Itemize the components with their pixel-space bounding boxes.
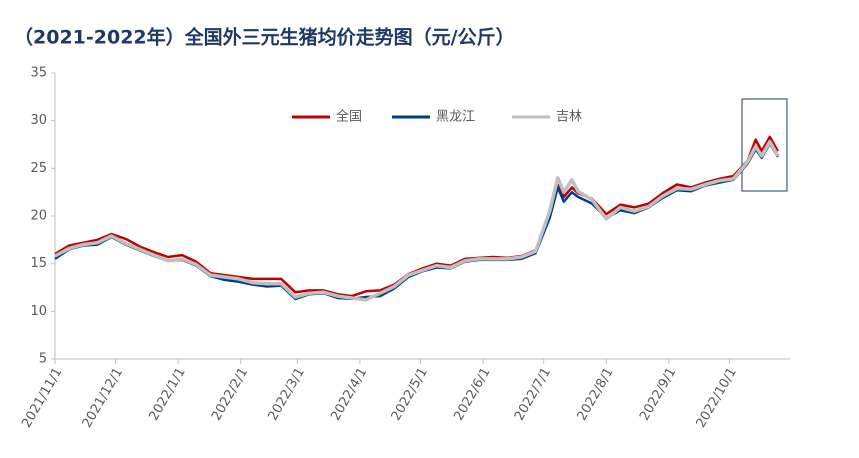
legend-label: 吉林: [556, 110, 582, 125]
x-tick-label: 2022/4/1: [328, 365, 370, 423]
x-tick-label: 2022/8/1: [575, 365, 617, 423]
highlight-box: [741, 98, 788, 192]
x-tick-label: 2022/2/1: [209, 365, 251, 423]
x-tick-label: 2022/3/1: [266, 365, 308, 423]
series-line: [54, 142, 779, 301]
y-tick-label: 5: [39, 352, 47, 367]
chart-title: （2021-2022年）全国外三元生猪均价走势图（元/公斤）: [14, 26, 515, 49]
y-tick-label: 10: [30, 304, 47, 319]
series-line: [54, 139, 780, 302]
y-tick-label: 25: [30, 161, 47, 176]
x-tick-label: 2021/12/1: [80, 365, 126, 430]
x-tick-label: 2021/11/1: [19, 365, 65, 430]
x-tick-label: 2022/6/1: [451, 365, 493, 423]
x-tick-label: 2022/9/1: [637, 365, 679, 423]
legend-label: 全国: [336, 109, 362, 125]
x-tick-label: 2022/10/1: [694, 365, 740, 430]
legend-label: 黑龙江: [436, 110, 475, 125]
series-line: [54, 135, 779, 298]
x-tick-label: 2022/7/1: [512, 365, 554, 423]
y-tick-label: 30: [30, 113, 47, 128]
x-tick-label: 2022/5/1: [389, 365, 431, 423]
y-tick-label: 20: [30, 209, 47, 224]
y-tick-label: 15: [30, 256, 47, 271]
y-tick-label: 35: [30, 66, 47, 81]
x-tick-label: 2022/1/1: [146, 365, 188, 423]
